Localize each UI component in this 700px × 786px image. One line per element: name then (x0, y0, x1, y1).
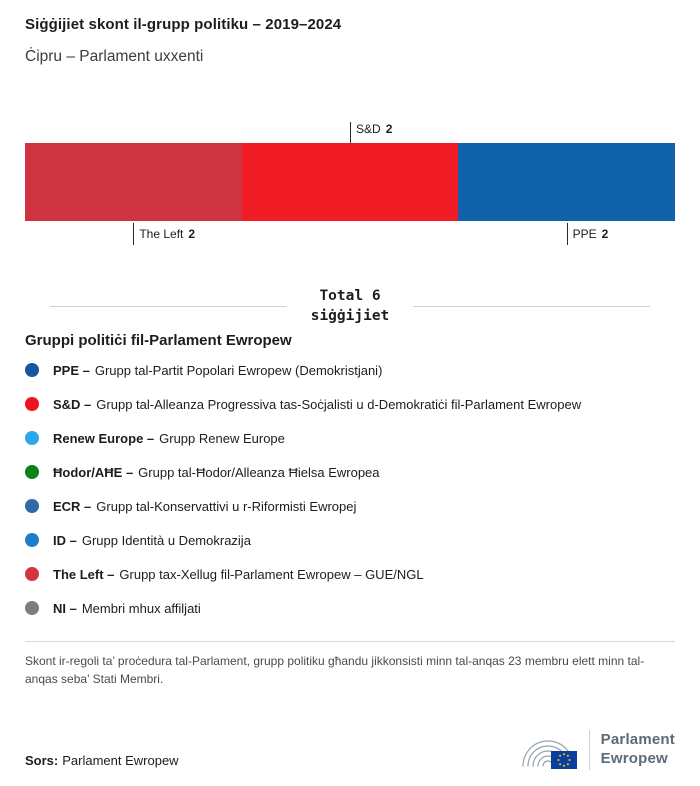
seat-distribution-chart: S&D 2 The Left 2 PPE 2 (0, 122, 700, 249)
bar-label-ppe-name: PPE (572, 227, 597, 241)
legend-desc: Grupp tal-Partit Popolari Ewropew (Demok… (94, 362, 383, 378)
bar-label-sd-name: S&D (356, 122, 381, 136)
ppe-color-dot-icon (25, 363, 39, 378)
the-left-color-dot-icon (25, 567, 39, 582)
bar-label-the-left: The Left 2 (133, 223, 195, 245)
legend-desc: Grupp tal-Ħodor/Alleanza Ħielsa Ewropea (138, 464, 380, 480)
legend-item-sd: S&D – Grupp tal-Alleanza Progressiva tas… (25, 387, 675, 421)
legend-item-ppe: PPE – Grupp tal-Partit Popolari Ewropew … (25, 353, 675, 387)
ep-hemicycle-icon (522, 740, 577, 769)
source-line: Sors: Parlament Ewropew (25, 753, 179, 768)
sd-color-dot-icon (25, 397, 39, 412)
total-seats-divider: Total 6 siġġijiet (50, 287, 651, 326)
footnote-text: Skont ir-regoli ta’ proċedura tal-Parlam… (25, 654, 645, 686)
bar-labels-above: S&D 2 (25, 122, 675, 143)
bar-segment-the-left[interactable] (25, 143, 242, 221)
bar-label-the-left-name: The Left (139, 227, 184, 241)
seat-bar (25, 143, 676, 221)
legend-abbr: ID – (53, 532, 77, 548)
greens-color-dot-icon (25, 465, 39, 480)
legend-desc: Grupp Renew Europe (159, 430, 285, 446)
total-seats-line1: Total 6 (319, 288, 381, 304)
legend-desc: Grupp tax-Xellug fil-Parlament Ewropew –… (119, 566, 424, 582)
legend-desc: Grupp Identità u Demokrazija (81, 532, 251, 548)
legend-abbr: ECR – (53, 498, 92, 514)
bar-segment-sd[interactable] (241, 143, 459, 221)
divider-line-left (50, 306, 287, 308)
total-seats-label: Total 6 siġġijiet (287, 287, 414, 326)
legend-abbr: PPE – (53, 362, 90, 378)
page-subtitle: Ċipru – Parlament uxxenti (25, 48, 204, 65)
renew-color-dot-icon (25, 431, 39, 446)
page-title: Siġġijiet skont il-grupp politiku – 2019… (25, 16, 342, 33)
european-parliament-logo: Parlament Ewropew (518, 726, 675, 774)
legend-desc: Grupp tal-Konservattivi u r-Riformisti E… (96, 498, 357, 514)
legend-item-id: ID – Grupp Identità u Demokrazija (25, 523, 675, 557)
divider-line-right (413, 306, 651, 308)
id-color-dot-icon (25, 533, 39, 548)
footnote-divider (25, 641, 675, 643)
source-value: Parlament Ewropew (62, 753, 179, 768)
legend-item-greens: Ħodor/AĦE – Grupp tal-Ħodor/Alleanza Ħie… (25, 455, 675, 489)
legend-abbr: Ħodor/AĦE – (53, 464, 134, 480)
bar-label-ppe-value: 2 (601, 227, 609, 241)
legend-item-the-left: The Left – Grupp tax-Xellug fil-Parlamen… (25, 557, 675, 591)
political-groups-legend: PPE – Grupp tal-Partit Popolari Ewropew … (25, 353, 675, 625)
bar-label-sd-value: 2 (385, 122, 393, 136)
bar-label-the-left-value: 2 (188, 227, 196, 241)
logo-divider (588, 730, 590, 770)
legend-abbr: Renew Europe – (53, 430, 155, 446)
logo-wordmark: Parlament Ewropew (601, 731, 675, 769)
legend-abbr: The Left – (53, 566, 115, 582)
bar-label-ppe: PPE 2 (566, 223, 609, 245)
legend-heading: Gruppi politiċi fil-Parlament Ewropew (25, 332, 292, 350)
legend-abbr: NI – (53, 600, 77, 616)
bar-segment-ppe[interactable] (458, 143, 676, 221)
logo-line1: Parlament (600, 731, 675, 749)
ni-color-dot-icon (25, 601, 39, 616)
bar-label-sd: S&D 2 (350, 122, 392, 143)
legend-desc: Membri mhux affiljati (81, 600, 201, 616)
logo-line2: Ewropew (600, 750, 668, 767)
ecr-color-dot-icon (25, 499, 39, 514)
eu-flag-icon (550, 751, 577, 769)
bar-labels-below: The Left 2 PPE 2 (25, 221, 675, 249)
legend-desc: Grupp tal-Alleanza Progressiva tas-Soċja… (96, 396, 582, 412)
legend-item-ecr: ECR – Grupp tal-Konservattivi u r-Riform… (25, 489, 675, 523)
legend-abbr: S&D – (53, 396, 92, 412)
total-seats-line2: siġġijiet (310, 307, 390, 324)
legend-item-renew: Renew Europe – Grupp Renew Europe (25, 421, 675, 455)
legend-item-ni: NI – Membri mhux affiljati (25, 591, 675, 625)
source-label: Sors: (25, 753, 59, 768)
